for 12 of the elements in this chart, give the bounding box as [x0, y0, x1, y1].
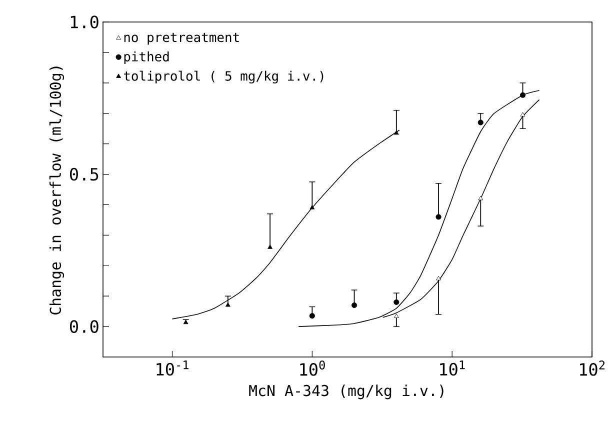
y-tick-label: 1.0	[70, 16, 98, 28]
legend-label: no pretreatment	[124, 32, 239, 45]
y-tick-label: 0.0	[70, 320, 98, 333]
y-axis-title: Change in overflow (ml/100g)	[49, 66, 64, 314]
x-tick-label: 10$^{0}$	[300, 360, 325, 376]
x-tick-label: 10$^{2}$	[580, 360, 605, 376]
x-tick-label: 10$^{-1}$	[156, 360, 189, 376]
x-axis-title: McN A-343 (mg/kg i.v.)	[249, 384, 444, 400]
legend-label: pithed	[124, 51, 169, 64]
x-tick-label: 10$^{1}$	[440, 360, 465, 376]
legend-label: toliprolol ( 5 mg/kg i.v.)	[124, 70, 324, 84]
y-tick-label: 0.5	[70, 168, 98, 181]
